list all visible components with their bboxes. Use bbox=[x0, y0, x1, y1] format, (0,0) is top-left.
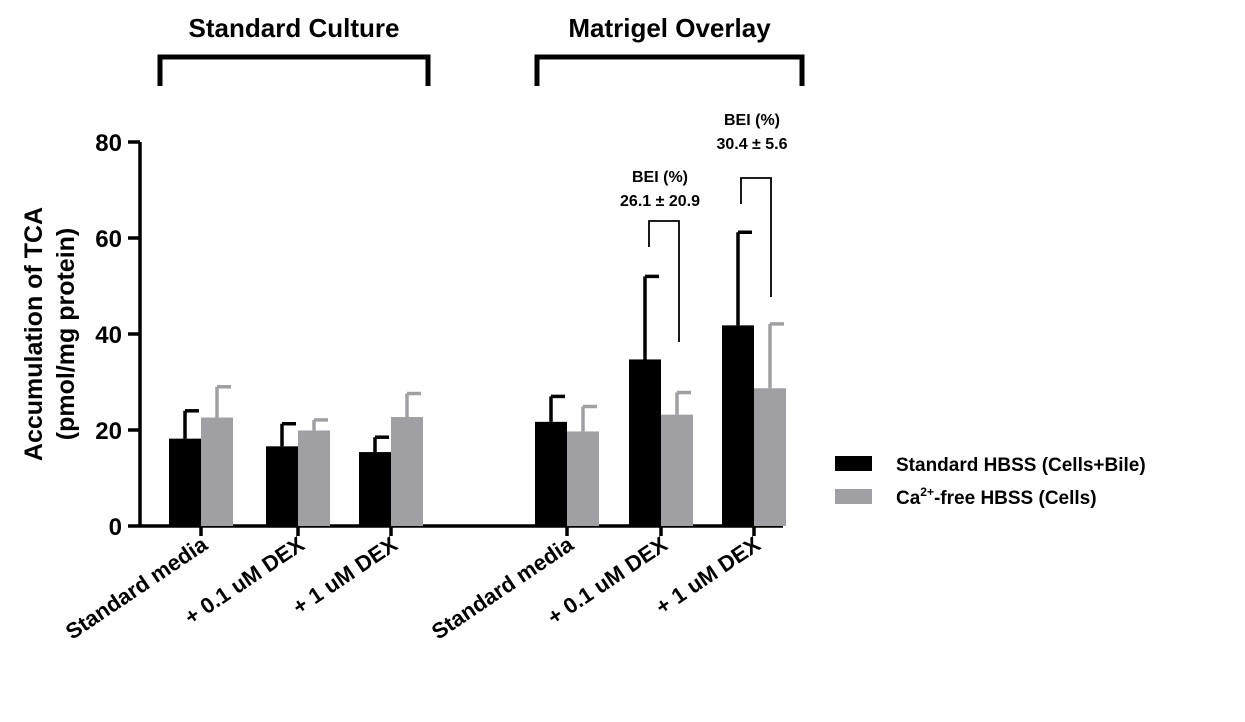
y-tick-label: 60 bbox=[95, 226, 122, 253]
bar bbox=[567, 431, 599, 526]
group-bracket bbox=[157, 54, 431, 86]
y-tick-label: 20 bbox=[95, 418, 122, 445]
bar bbox=[266, 446, 298, 526]
bei-value: 26.1 ± 20.9 bbox=[620, 193, 700, 210]
legend-label-prefix: Ca bbox=[896, 488, 921, 509]
y-axis-label: Accumulation of TCA bbox=[20, 207, 48, 461]
significance-bracket bbox=[648, 220, 680, 342]
y-tick-label: 40 bbox=[95, 322, 122, 349]
y-tick-label: 0 bbox=[109, 514, 122, 541]
y-tick-label: 80 bbox=[95, 130, 122, 157]
bar bbox=[722, 325, 754, 526]
bar bbox=[535, 421, 567, 526]
legend-label-superscript: 2+ bbox=[920, 485, 934, 499]
group-title: Matrigel Overlay bbox=[568, 13, 771, 43]
bei-label: BEI (%) bbox=[724, 112, 780, 129]
x-tick-label: + 1 uM DEX bbox=[651, 531, 765, 619]
y-axis-unit: (pmol/mg protein) bbox=[52, 228, 80, 440]
x-tick-label: + 1 uM DEX bbox=[288, 531, 402, 619]
bar bbox=[201, 417, 233, 526]
legend-label: Standard HBSS (Cells+Bile) bbox=[896, 455, 1146, 476]
x-tick-label: Standard media bbox=[61, 531, 212, 644]
bar bbox=[391, 417, 423, 526]
bar bbox=[298, 430, 330, 526]
bar bbox=[754, 388, 786, 526]
legend-swatch bbox=[835, 489, 872, 504]
bei-value: 30.4 ± 5.6 bbox=[716, 136, 787, 153]
legend-label-text: -free HBSS (Cells) bbox=[934, 488, 1097, 509]
bei-label: BEI (%) bbox=[632, 169, 688, 186]
legend-label: Ca2+-free HBSS (Cells) bbox=[896, 485, 1097, 509]
group-title: Standard Culture bbox=[189, 13, 400, 43]
bar bbox=[661, 414, 693, 526]
legend-swatch bbox=[835, 456, 872, 471]
bar bbox=[169, 438, 201, 526]
significance-bracket bbox=[740, 177, 772, 297]
group-bracket bbox=[534, 54, 805, 86]
bar bbox=[629, 359, 661, 526]
bar bbox=[359, 452, 391, 526]
